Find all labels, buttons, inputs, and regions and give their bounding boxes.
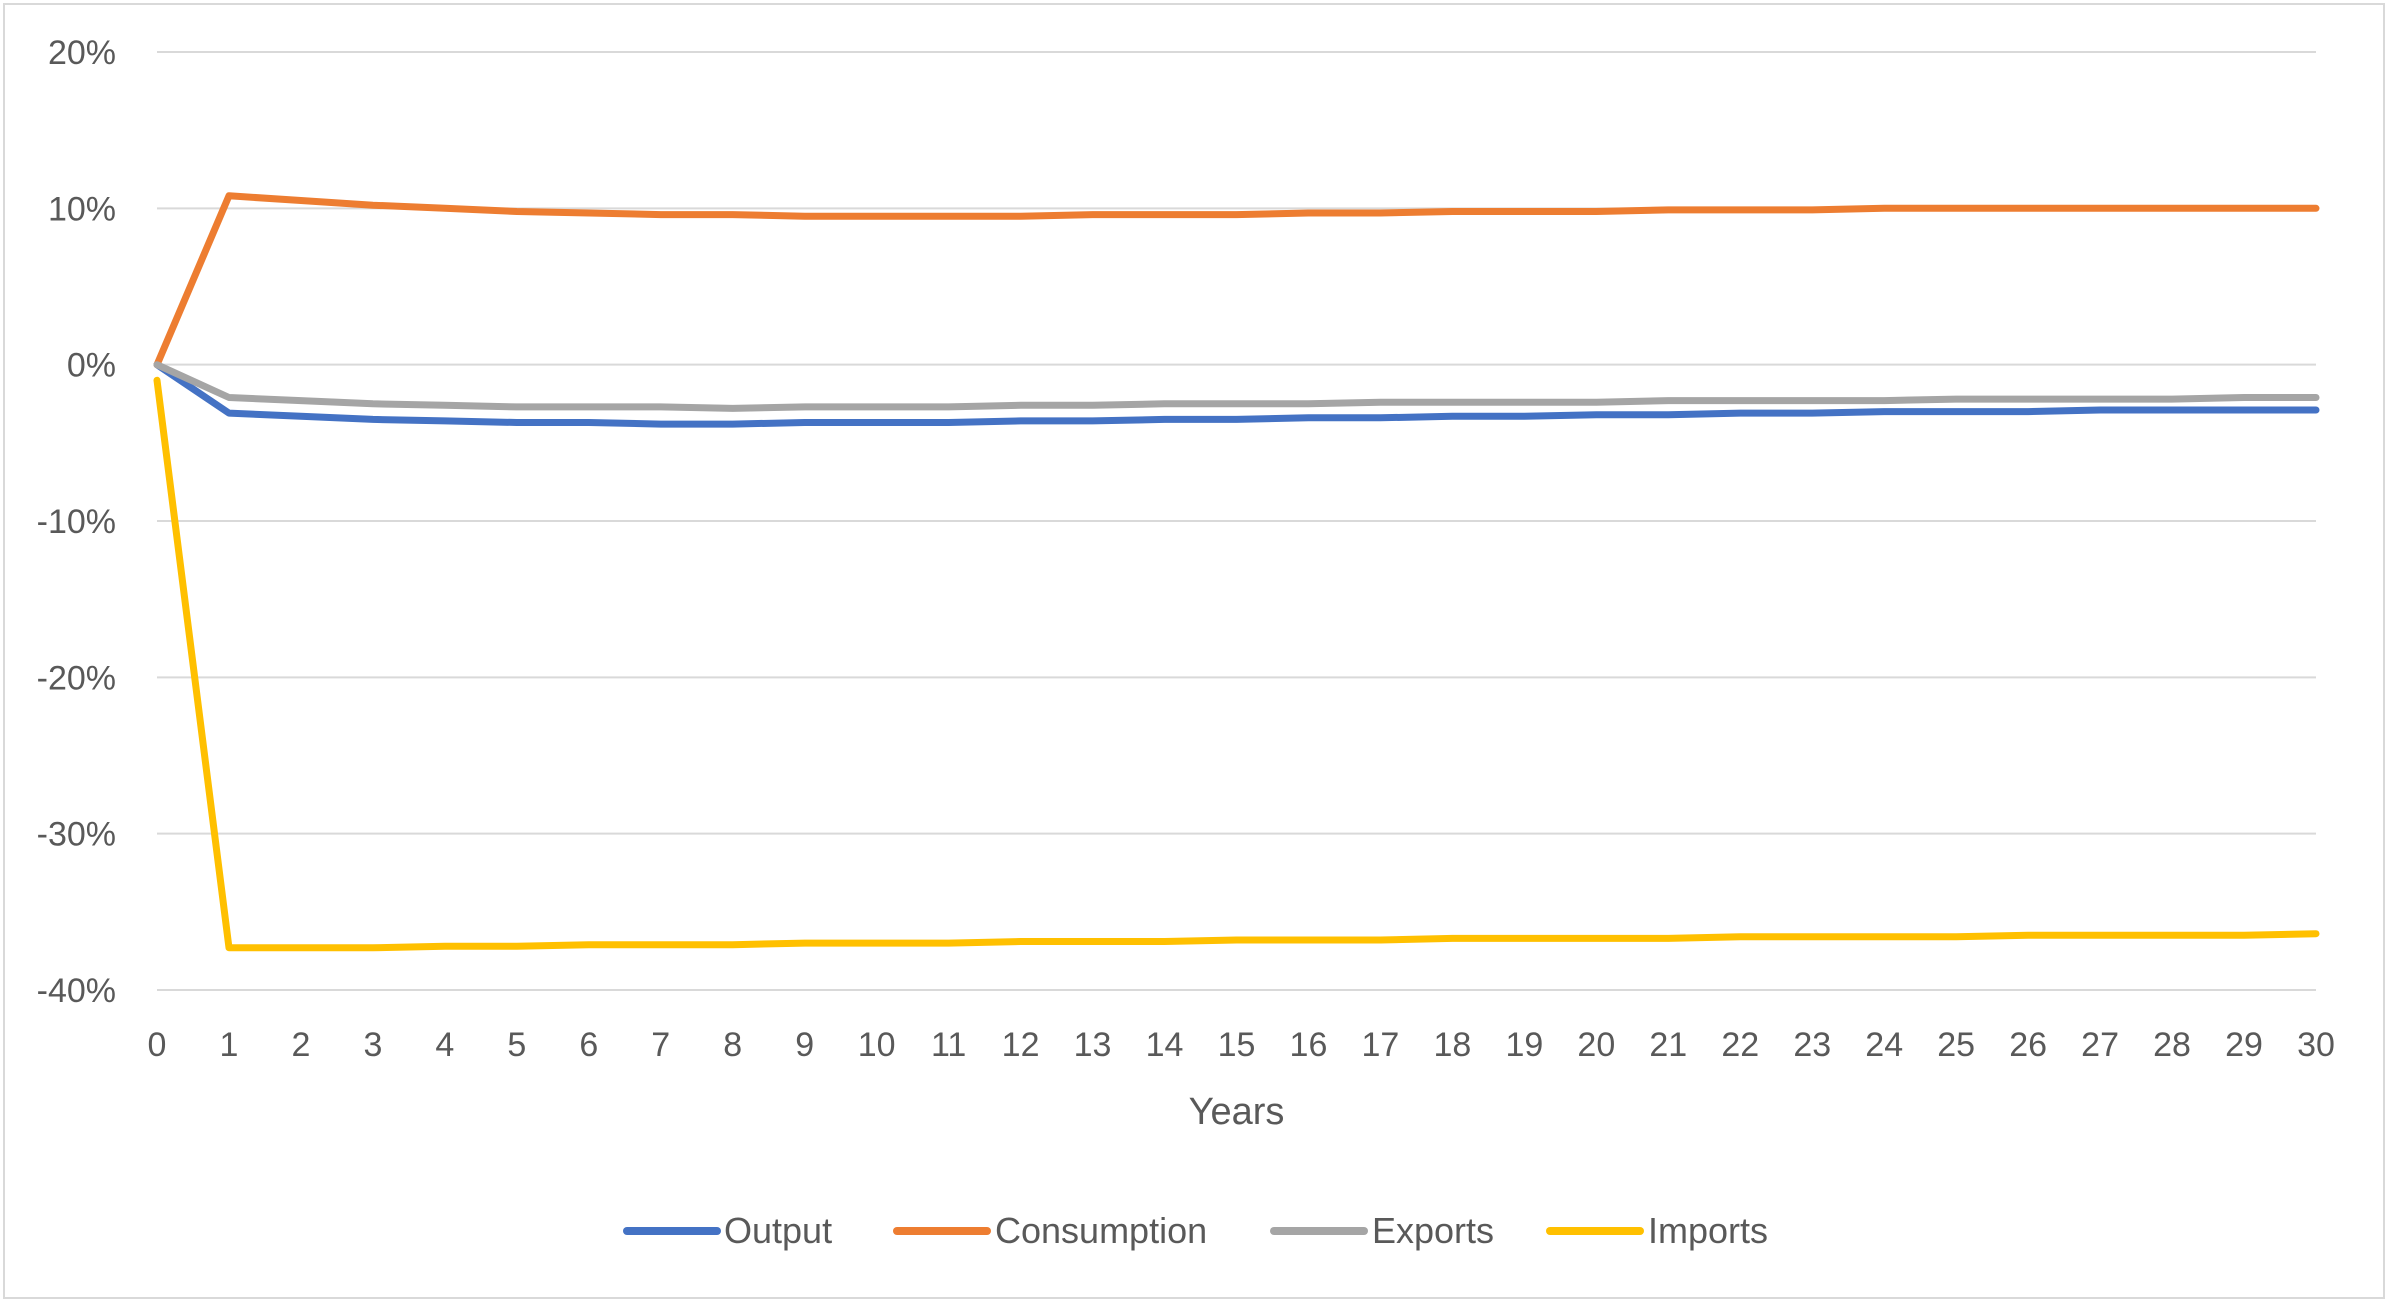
x-tick-label: 30 [2297,1026,2335,1064]
x-tick-label: 5 [507,1026,526,1064]
legend: Output Consumption Exports Imports [623,1210,1768,1251]
x-tick-label: 15 [1218,1026,1256,1064]
series-lines [153,192,2320,952]
legend-label-output: Output [724,1210,832,1251]
series-line-consumption [153,192,2320,369]
x-tick-label: 16 [1290,1026,1328,1064]
y-tick-label: 0% [67,347,116,385]
x-tick-label: 24 [1865,1026,1903,1064]
legend-label-exports: Exports [1372,1210,1494,1251]
x-tick-label: 26 [2009,1026,2047,1064]
x-tick-label: 0 [148,1026,167,1064]
series-line-exports [153,361,2320,412]
y-tick-label: -10% [37,503,116,541]
x-tick-label: 1 [220,1026,239,1064]
x-axis-title: Years [1189,1091,1285,1133]
axes: 20%10%0%-10%-20%-30%-40%0 1 2 3 4 5 6 7 8 9 10 11 12… [37,34,2335,1064]
x-tick-label: 8 [723,1026,742,1064]
x-tick-label: 18 [1433,1026,1471,1064]
x-tick-label: 23 [1793,1026,1831,1064]
x-tick-label: 21 [1649,1026,1687,1064]
series-line-output [153,361,2320,428]
x-tick-label: 27 [2081,1026,2119,1064]
x-tick-label: 9 [795,1026,814,1064]
x-tick-label: 22 [1721,1026,1759,1064]
x-tick-label: 10 [858,1026,896,1064]
x-tick-label: 14 [1146,1026,1184,1064]
x-tick-label: 17 [1362,1026,1400,1064]
x-tick-label: 12 [1002,1026,1040,1064]
legend-label-consumption: Consumption [995,1210,1207,1251]
series-line-imports [153,376,2320,952]
y-tick-label: 10% [48,190,116,228]
x-tick-label: 3 [363,1026,382,1064]
y-tick-label: -20% [37,659,116,697]
y-tick-label: -40% [37,972,116,1010]
chart-area [3,3,2385,1299]
x-tick-label: 11 [931,1026,966,1064]
y-tick-label: -30% [37,816,116,854]
x-tick-label: 13 [1074,1026,1112,1064]
x-tick-label: 25 [1937,1026,1975,1064]
x-tick-label: 7 [651,1026,670,1064]
x-tick-label: 2 [291,1026,310,1064]
x-tick-label: 19 [1505,1026,1543,1064]
x-tick-label: 28 [2153,1026,2191,1064]
gridlines [157,51,2316,991]
x-tick-label: 4 [435,1026,454,1064]
legend-label-imports: Imports [1648,1210,1768,1251]
x-tick-label: 20 [1577,1026,1615,1064]
y-tick-label: 20% [48,34,116,72]
x-tick-label: 6 [579,1026,598,1064]
x-tick-label: 29 [2225,1026,2263,1064]
